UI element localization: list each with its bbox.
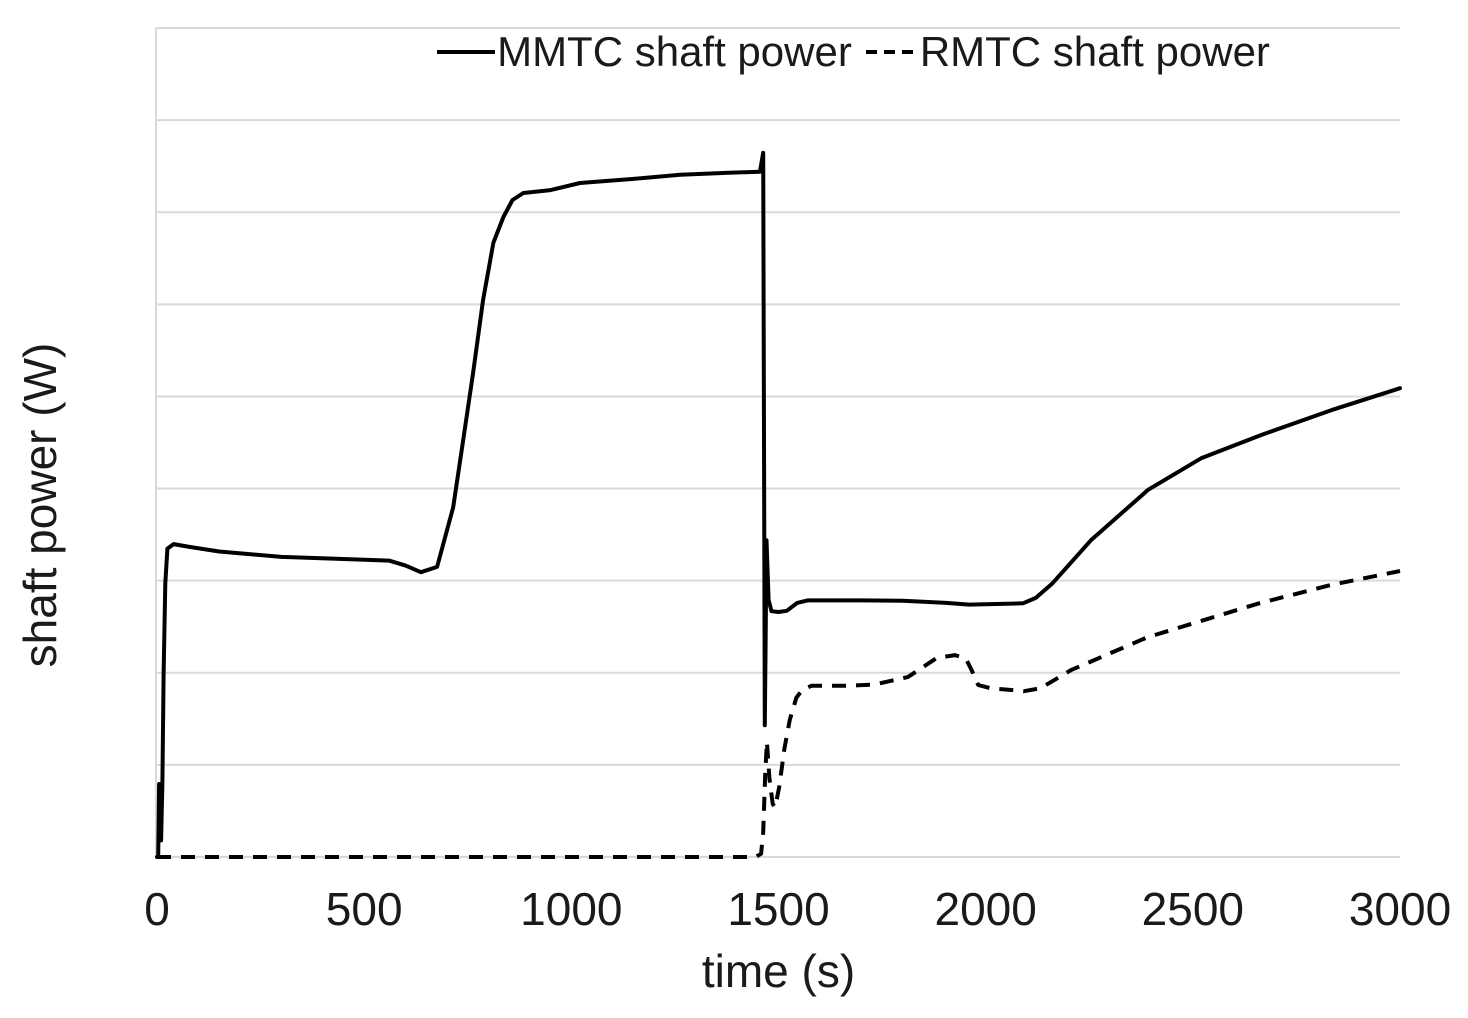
x-tick-label: 0	[144, 883, 170, 935]
chart-legend: MMTC shaft power RMTC shaft power	[157, 24, 1400, 80]
x-tick-label: 2000	[934, 883, 1037, 935]
legend-label-mmtc: MMTC shaft power	[497, 28, 852, 75]
gridlines	[156, 27, 1400, 858]
x-tick-label: 1500	[727, 883, 830, 935]
x-tick-label: 2500	[1141, 883, 1244, 935]
y-axis-title: shaft power (W)	[14, 342, 66, 668]
legend-item-mmtc: MMTC shaft power	[437, 28, 852, 76]
x-axis-title: time (s)	[701, 945, 856, 997]
x-tick-label: 3000	[1348, 883, 1452, 935]
mmtc-line-series	[155, 150, 1402, 859]
x-tick-label: 1000	[520, 883, 623, 935]
rmtc-line-series	[157, 569, 1401, 859]
legend-label-rmtc: RMTC shaft power	[919, 28, 1270, 75]
solid-line-icon	[437, 50, 496, 54]
legend-item-rmtc: RMTC shaft power	[865, 28, 1270, 76]
x-tick-label: 500	[325, 883, 403, 935]
dashed-line-icon	[865, 50, 918, 54]
